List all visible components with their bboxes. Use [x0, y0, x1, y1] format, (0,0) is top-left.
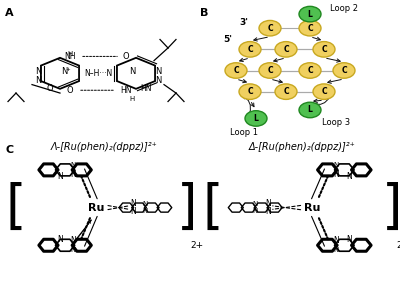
Circle shape: [259, 63, 281, 78]
Text: C: C: [247, 45, 253, 54]
Text: C: C: [5, 145, 13, 155]
Text: HN: HN: [140, 84, 152, 93]
Text: C: C: [283, 87, 289, 96]
Text: Ru: Ru: [88, 202, 105, 213]
Text: N–H···N: N–H···N: [84, 69, 112, 78]
Text: N: N: [346, 235, 352, 244]
Text: N: N: [155, 76, 161, 85]
Text: N: N: [70, 236, 76, 245]
Text: N: N: [333, 162, 338, 168]
Text: O: O: [47, 84, 53, 93]
Text: ]: ]: [382, 182, 400, 233]
Text: Λ-[Ru(phen)₂(dppz)]²⁺: Λ-[Ru(phen)₂(dppz)]²⁺: [50, 142, 157, 152]
Text: C: C: [307, 66, 313, 75]
Text: N: N: [57, 235, 63, 244]
Text: O: O: [123, 52, 129, 61]
Circle shape: [313, 84, 335, 99]
Text: N: N: [130, 207, 136, 216]
Text: Loop 1: Loop 1: [230, 128, 258, 137]
Text: B: B: [200, 8, 208, 18]
Text: L: L: [254, 114, 258, 123]
Text: Ru: Ru: [304, 202, 320, 213]
Text: N: N: [253, 201, 258, 207]
Circle shape: [333, 63, 355, 78]
Text: C: C: [233, 66, 239, 75]
Text: 2+: 2+: [191, 241, 204, 250]
Circle shape: [225, 63, 247, 78]
Text: N: N: [57, 172, 63, 180]
Circle shape: [239, 41, 261, 57]
Text: C: C: [307, 24, 313, 33]
Text: N: N: [143, 201, 148, 207]
Text: Loop 3: Loop 3: [322, 118, 350, 127]
Circle shape: [299, 102, 321, 118]
Text: [: [: [6, 182, 26, 233]
Text: C: C: [247, 87, 253, 96]
Text: N: N: [346, 172, 352, 180]
Text: N: N: [265, 207, 271, 216]
Circle shape: [313, 41, 335, 57]
Text: C: C: [321, 45, 327, 54]
Text: N: N: [265, 199, 271, 208]
Text: N: N: [143, 208, 148, 214]
Text: 5': 5': [224, 35, 232, 44]
Text: 3': 3': [240, 18, 248, 27]
Text: N: N: [333, 247, 338, 253]
Text: Δ-[Ru(phen)₂(dppz)]²⁺: Δ-[Ru(phen)₂(dppz)]²⁺: [248, 142, 355, 152]
Circle shape: [299, 6, 321, 22]
Circle shape: [259, 20, 281, 36]
Text: N: N: [333, 170, 339, 179]
Circle shape: [245, 111, 267, 126]
Text: N: N: [70, 170, 76, 179]
Text: C: C: [341, 66, 347, 75]
Text: N: N: [333, 236, 339, 245]
Text: C: C: [321, 87, 327, 96]
Text: N: N: [71, 247, 76, 253]
Circle shape: [239, 84, 261, 99]
Text: L: L: [308, 105, 312, 114]
Text: HN: HN: [120, 86, 132, 95]
Text: C: C: [267, 24, 273, 33]
Text: O: O: [67, 86, 73, 95]
Text: N: N: [130, 199, 136, 208]
Text: +: +: [65, 67, 70, 72]
Text: NH: NH: [64, 52, 76, 61]
Circle shape: [299, 63, 321, 78]
Text: H: H: [67, 50, 73, 57]
Text: H: H: [129, 96, 135, 102]
Text: [: [: [202, 182, 223, 233]
Text: N: N: [253, 208, 258, 214]
Text: N: N: [61, 67, 67, 76]
Circle shape: [299, 20, 321, 36]
Text: A: A: [5, 8, 14, 18]
Text: N: N: [71, 162, 76, 168]
Circle shape: [275, 41, 297, 57]
Text: L: L: [308, 10, 312, 19]
Text: N: N: [35, 76, 41, 85]
Text: N: N: [35, 67, 41, 76]
Text: N: N: [155, 67, 161, 76]
Text: 2+: 2+: [396, 241, 400, 250]
Text: ]: ]: [177, 182, 198, 233]
Text: Loop 2: Loop 2: [330, 4, 358, 13]
Circle shape: [275, 84, 297, 99]
Text: N: N: [129, 67, 135, 76]
Text: C: C: [283, 45, 289, 54]
Text: C: C: [267, 66, 273, 75]
